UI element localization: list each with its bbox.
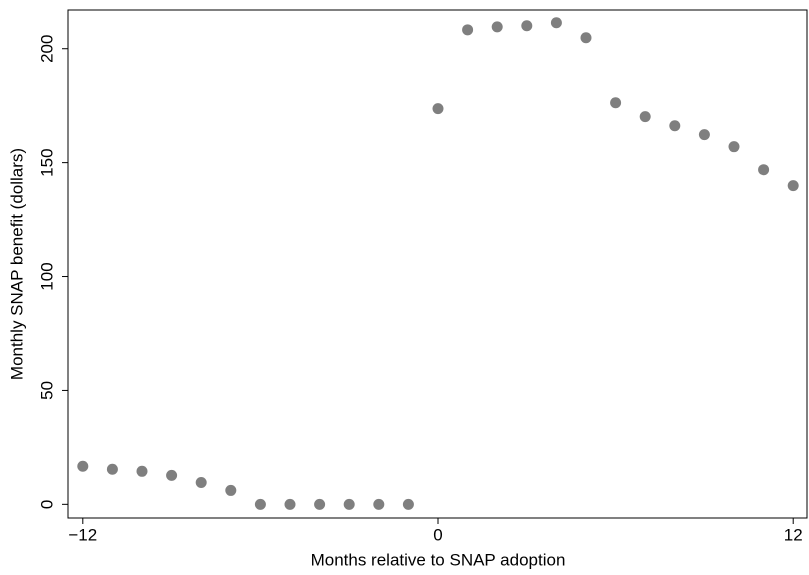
point (402, 498, 414, 510)
y-tick-label: 100 (37, 262, 56, 290)
point (787, 180, 799, 192)
point (580, 32, 592, 44)
point (136, 465, 148, 477)
plot-frame (67, 9, 808, 519)
point (491, 21, 503, 33)
point (195, 476, 207, 488)
point (314, 498, 326, 510)
y-tick-label: 150 (37, 148, 56, 176)
point (521, 20, 533, 32)
point (166, 469, 178, 481)
y-tick-label: 200 (37, 35, 56, 63)
point (284, 498, 296, 510)
point (698, 129, 710, 141)
y-tick-label: 0 (37, 500, 56, 509)
point (106, 463, 118, 475)
point (77, 460, 89, 472)
x-tick-label: 12 (784, 525, 803, 544)
y-tick-label: 50 (37, 381, 56, 400)
point (639, 111, 651, 123)
point (225, 484, 237, 496)
point (550, 17, 562, 29)
point (669, 120, 681, 132)
y-axis-label: Monthly SNAP benefit (dollars) (7, 148, 26, 380)
point (254, 498, 266, 510)
x-axis-label: Months relative to SNAP adoption (311, 550, 566, 569)
x-tick-label: 0 (433, 525, 442, 544)
point (758, 164, 770, 176)
x-tick-label: −12 (68, 525, 97, 544)
point (728, 141, 740, 153)
point (373, 498, 385, 510)
point (610, 97, 622, 109)
point (462, 24, 474, 36)
point (343, 498, 355, 510)
point (432, 103, 444, 115)
